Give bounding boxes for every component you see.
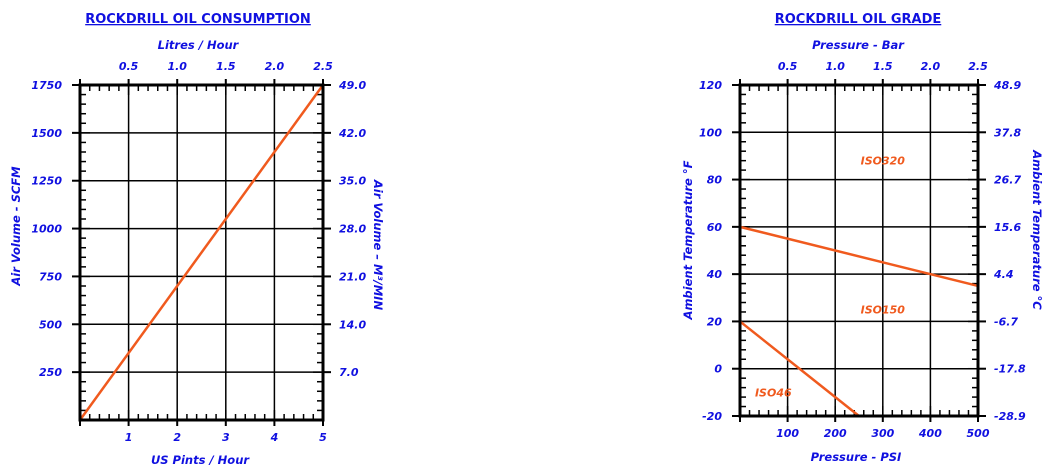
chart2-ticks — [732, 79, 986, 422]
c1-xtick-label: 3 — [222, 431, 230, 444]
c2-ytick-label: 120 — [699, 79, 722, 92]
c2-x2tick-label: 2.0 — [921, 60, 941, 73]
chart1-title: ROCKDRILL OIL CONSUMPTION — [85, 12, 311, 27]
chart2-annotations: ISO320 ISO150 ISO46 — [755, 155, 905, 400]
c2-y2tick-label: -6.7 — [994, 315, 1018, 328]
c2-y2tick-label: 4.4 — [993, 268, 1014, 281]
grade-label-iso46: ISO46 — [755, 386, 792, 399]
c2-y2tick-label: 26.7 — [994, 174, 1021, 187]
chart2-grid — [740, 85, 979, 416]
c1-ytick-label: 1500 — [31, 127, 62, 140]
c1-y2tick-label: 49.0 — [338, 79, 366, 92]
c1-y2tick-label: 21.0 — [339, 270, 366, 283]
c2-series-line-1 — [739, 320, 860, 417]
c1-ytick-label: 250 — [39, 366, 62, 379]
chart2-right-axis-label: Ambient Temperature °C — [1030, 149, 1044, 310]
chart2-series — [739, 225, 979, 417]
c2-ytick-label: -20 — [702, 410, 722, 423]
chart1-plot-frame — [78, 83, 325, 422]
oil-grade-chart: ROCKDRILL OIL GRADE Pressure - Bar Press… — [681, 12, 1044, 464]
c2-xtick-label: 100 — [776, 427, 799, 440]
chart2-plot-frame — [738, 83, 980, 418]
c2-xtick-label: 400 — [918, 427, 942, 440]
c2-series-line-0 — [739, 225, 979, 288]
c1-xtick-label: 1 — [125, 431, 133, 444]
chart1-top-axis-label: Litres / Hour — [158, 38, 240, 52]
chart1-series — [78, 84, 325, 421]
c1-y2tick-label: 7.0 — [339, 366, 359, 379]
c1-y2tick-label: 14.0 — [339, 318, 366, 331]
c2-ytick-label: 20 — [707, 315, 723, 328]
c1-series-line-0 — [78, 84, 325, 421]
c2-y2tick-label: 48.9 — [993, 79, 1021, 92]
c2-ytick-label: 100 — [699, 126, 722, 139]
c2-x2tick-label: 1.0 — [825, 60, 845, 73]
c1-ytick-label: 1750 — [31, 79, 62, 92]
oil-consumption-chart: ROCKDRILL OIL CONSUMPTION Litres / Hour … — [9, 12, 385, 466]
c2-ytick-label: 40 — [706, 268, 723, 281]
c1-x2tick-label: 2.5 — [313, 60, 333, 73]
c2-y2tick-label: -28.9 — [994, 410, 1026, 423]
c2-xtick-label: 200 — [824, 427, 847, 440]
c2-y2tick-label: 15.6 — [994, 221, 1021, 234]
c2-y2tick-label: -17.8 — [994, 363, 1026, 376]
c1-x2tick-label: 1.0 — [167, 60, 187, 73]
c2-ytick-label: 0 — [714, 363, 722, 376]
c1-x2tick-label: 2.0 — [265, 60, 285, 73]
chart2-left-axis-label: Ambient Temperature °F — [681, 160, 695, 320]
c1-xtick-label: 4 — [270, 431, 279, 444]
c2-y2tick-label: 37.8 — [994, 126, 1021, 139]
c2-ytick-label: 80 — [707, 174, 723, 187]
c2-xtick-label: 500 — [967, 427, 990, 440]
c1-x2tick-label: 1.5 — [216, 60, 236, 73]
c1-y2tick-label: 35.0 — [339, 175, 366, 188]
c2-x2tick-label: 2.5 — [968, 60, 988, 73]
chart2-title: ROCKDRILL OIL GRADE — [775, 12, 942, 27]
c2-x2tick-label: 1.5 — [873, 60, 893, 73]
chart2-top-axis-label: Pressure - Bar — [812, 38, 905, 52]
c1-ytick-label: 750 — [39, 270, 62, 283]
c2-x2tick-label: 0.5 — [778, 60, 798, 73]
chart1-right-axis-label: Air Volume – M³/MIN — [371, 179, 385, 311]
c2-xtick-label: 300 — [871, 427, 894, 440]
chart2-bottom-axis-label: Pressure - PSI — [811, 450, 902, 464]
chart2-tick-labels: 100 0.5 200 1.0 300 1.5 400 2.0 500 2.5 -20 -28.9 0 -… — [699, 60, 1026, 440]
c1-xtick-label: 5 — [319, 431, 327, 444]
c1-x2tick-label: 0.5 — [119, 60, 139, 73]
chart1-left-axis-label: Air Volume - SCFM — [9, 166, 23, 287]
c1-y2tick-label: 42.0 — [338, 127, 366, 140]
c1-ytick-label: 1250 — [31, 175, 62, 188]
c1-xtick-label: 2 — [173, 431, 181, 444]
grade-label-iso150: ISO150 — [861, 304, 906, 317]
chart1-bottom-axis-label: US Pints / Hour — [151, 453, 250, 466]
grade-label-iso320: ISO320 — [861, 155, 906, 168]
c2-ytick-label: 60 — [707, 221, 723, 234]
c1-ytick-label: 1000 — [31, 223, 62, 236]
c1-y2tick-label: 28.0 — [339, 223, 366, 236]
c1-ytick-label: 500 — [39, 318, 62, 331]
